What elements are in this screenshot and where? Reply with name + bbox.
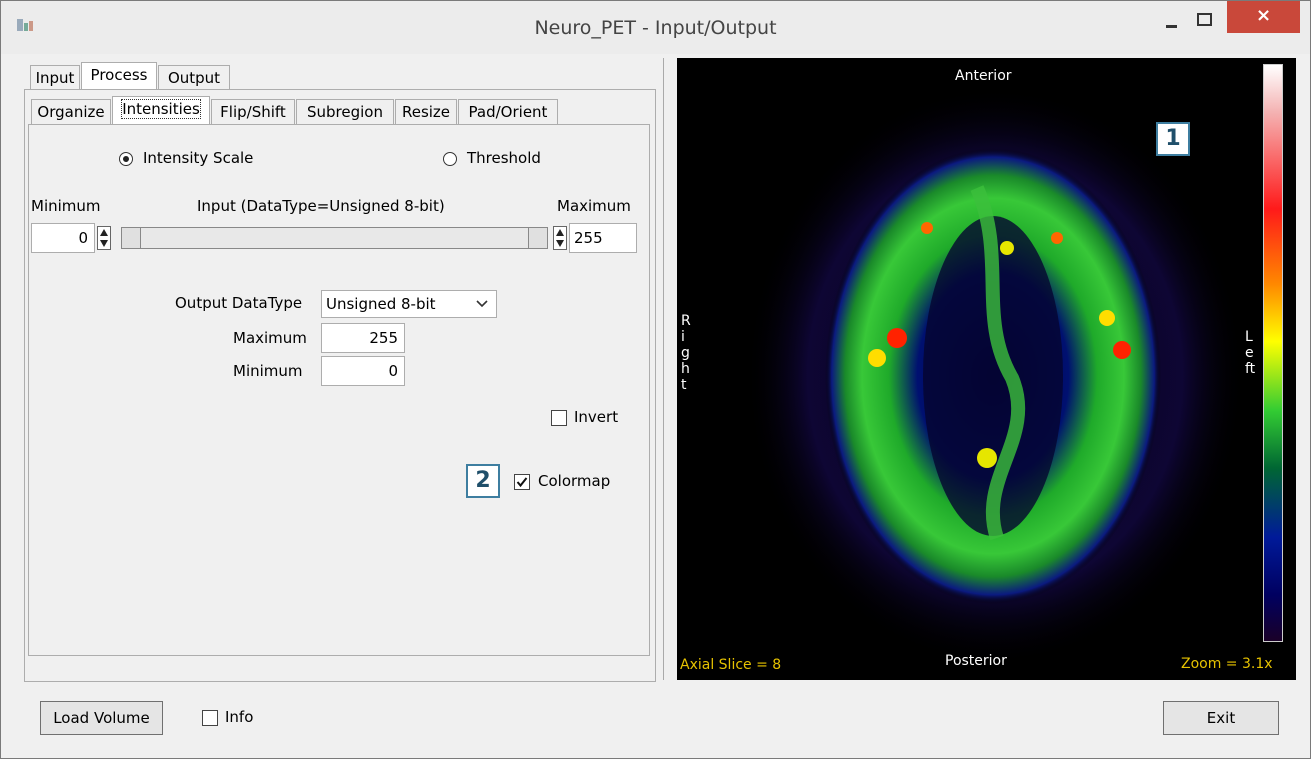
- output-max-field[interactable]: 255: [321, 323, 405, 353]
- input-datatype-label: Input (DataType=Unsigned 8-bit): [197, 197, 445, 215]
- intensities-panel: [28, 124, 650, 656]
- colormap-colorbar: [1263, 64, 1283, 642]
- orientation-left: Left: [1245, 329, 1256, 377]
- subtab-intensities[interactable]: Intensities: [112, 96, 210, 124]
- close-icon: ×: [1255, 5, 1272, 26]
- subtab-resize[interactable]: Resize: [395, 99, 457, 124]
- output-max-label: Maximum: [233, 329, 307, 347]
- output-datatype-select[interactable]: Unsigned 8-bit: [321, 290, 497, 318]
- subtab-pad-orient[interactable]: Pad/Orient: [458, 99, 558, 124]
- output-datatype-value: Unsigned 8-bit: [326, 295, 436, 313]
- output-min-label: Minimum: [233, 362, 303, 380]
- checkmark-icon: [516, 477, 528, 488]
- load-volume-button[interactable]: Load Volume: [40, 701, 163, 735]
- zoom-readout: Zoom = 3.1x: [1181, 656, 1273, 672]
- slider-max-handle[interactable]: [528, 228, 547, 248]
- radio-intensity-scale[interactable]: [119, 152, 133, 166]
- tab-output[interactable]: Output: [158, 65, 230, 89]
- app-icon: [17, 19, 33, 31]
- title-bar: Neuro_PET - Input/Output ×: [1, 1, 1310, 54]
- input-minimum-label: Minimum: [31, 197, 101, 215]
- input-range-slider[interactable]: [121, 227, 548, 249]
- radio-intensity-scale-label: Intensity Scale: [143, 149, 254, 167]
- radio-threshold-label: Threshold: [467, 149, 541, 167]
- info-label: Info: [225, 708, 254, 726]
- output-min-field[interactable]: 0: [321, 356, 405, 386]
- annotation-badge-1: 1: [1156, 122, 1190, 156]
- input-min-spinner-icon[interactable]: [97, 226, 111, 250]
- tab-process[interactable]: Process: [81, 62, 157, 89]
- radio-threshold[interactable]: [443, 152, 457, 166]
- slider-min-handle[interactable]: [122, 228, 141, 248]
- invert-checkbox[interactable]: [551, 410, 567, 426]
- maximize-icon[interactable]: [1193, 9, 1217, 33]
- input-max-field[interactable]: 255: [569, 223, 637, 253]
- panel-splitter[interactable]: [663, 58, 670, 680]
- subtab-organize[interactable]: Organize: [31, 99, 111, 124]
- subtab-subregion[interactable]: Subregion: [296, 99, 394, 124]
- exit-button[interactable]: Exit: [1163, 701, 1279, 735]
- window-title: Neuro_PET - Input/Output: [534, 17, 777, 39]
- input-maximum-label: Maximum: [557, 197, 631, 215]
- subtab-flip-shift[interactable]: Flip/Shift: [211, 99, 295, 124]
- invert-label: Invert: [574, 408, 619, 426]
- chevron-down-icon: [476, 300, 488, 308]
- orientation-posterior: Posterior: [945, 653, 1007, 669]
- input-min-field[interactable]: 0: [31, 223, 95, 253]
- close-button[interactable]: ×: [1227, 1, 1300, 33]
- orientation-right: Right: [681, 313, 691, 393]
- annotation-badge-2: 2: [466, 464, 500, 498]
- orientation-anterior: Anterior: [955, 68, 1012, 84]
- image-viewer[interactable]: [677, 58, 1296, 680]
- subtab-intensities-label: Intensities: [121, 99, 201, 119]
- input-max-spinner-icon[interactable]: [553, 226, 567, 250]
- axial-slice-readout: Axial Slice = 8: [680, 657, 782, 673]
- minimize-icon[interactable]: [1161, 11, 1183, 33]
- info-checkbox[interactable]: [202, 710, 218, 726]
- output-datatype-label: Output DataType: [175, 294, 303, 312]
- tab-input[interactable]: Input: [30, 65, 80, 89]
- colormap-label: Colormap: [538, 472, 611, 490]
- colormap-checkbox[interactable]: [514, 474, 530, 490]
- pet-brain-image: [745, 86, 1245, 666]
